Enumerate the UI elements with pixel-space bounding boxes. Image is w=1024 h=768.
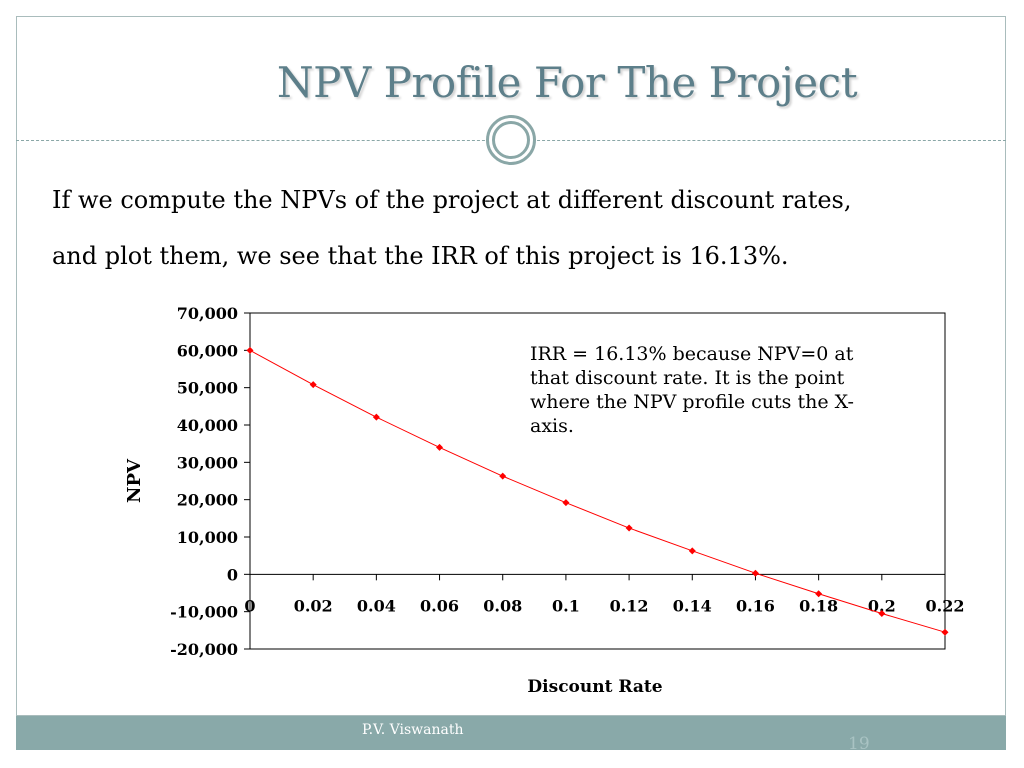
- y-tick-label: 0: [227, 565, 238, 584]
- npv-data-point: [436, 443, 444, 451]
- x-tick-label: 0.02: [294, 596, 333, 615]
- y-tick-label: -20,000: [170, 640, 238, 659]
- x-tick-label: 0.1: [552, 596, 580, 615]
- y-tick-label: 30,000: [177, 453, 238, 472]
- footer-bar: [16, 716, 1006, 750]
- npv-data-point: [246, 346, 254, 354]
- npv-series-line: [249, 349, 946, 633]
- x-tick-label: 0.14: [673, 596, 712, 615]
- x-tick-label: 0.18: [799, 596, 838, 615]
- y-tick-label: 60,000: [177, 341, 238, 360]
- y-tick-label: 50,000: [177, 379, 238, 398]
- x-tick-label: 0.08: [483, 596, 522, 615]
- npv-data-point: [309, 381, 317, 389]
- x-tick-label: 0: [244, 596, 255, 615]
- footer-author: P.V. Viswanath: [362, 722, 464, 738]
- npv-data-point: [815, 590, 823, 598]
- x-tick-label: 0.12: [610, 596, 649, 615]
- y-tick-label: -10,000: [170, 603, 238, 622]
- y-tick-label: 20,000: [177, 491, 238, 510]
- npv-data-point: [562, 499, 570, 507]
- plot-area: [249, 312, 946, 650]
- body-text-line-2: and plot them, we see that the IRR of th…: [52, 242, 789, 270]
- page-number: 19: [848, 734, 870, 754]
- slide-title: NPV Profile For The Project: [276, 58, 858, 107]
- npv-data-point: [941, 628, 949, 636]
- body-text-line-1: If we compute the NPVs of the project at…: [52, 186, 852, 214]
- irr-annotation: IRR = 16.13% because NPV=0 at that disco…: [530, 343, 854, 437]
- npv-data-point: [499, 472, 507, 480]
- npv-data-point: [751, 569, 759, 577]
- slide-frame: [16, 16, 1006, 716]
- y-tick-label: 10,000: [177, 528, 238, 547]
- npv-data-point: [625, 524, 633, 532]
- x-tick-label: 0.16: [736, 596, 775, 615]
- x-tick-label: 0.06: [420, 596, 459, 615]
- npv-data-point: [372, 413, 380, 421]
- y-tick-label: 40,000: [177, 416, 238, 435]
- x-tick-label: 0.04: [357, 596, 396, 615]
- y-tick-label: 70,000: [177, 304, 238, 323]
- x-axis-title: Discount Rate: [527, 677, 662, 697]
- x-tick-label: 0.2: [868, 596, 896, 615]
- y-axis-title: NPV: [124, 458, 145, 503]
- x-tick-label: 0.22: [926, 596, 965, 615]
- decorative-circle-icon: [486, 115, 536, 165]
- npv-data-point: [878, 610, 886, 618]
- npv-data-point: [688, 547, 696, 555]
